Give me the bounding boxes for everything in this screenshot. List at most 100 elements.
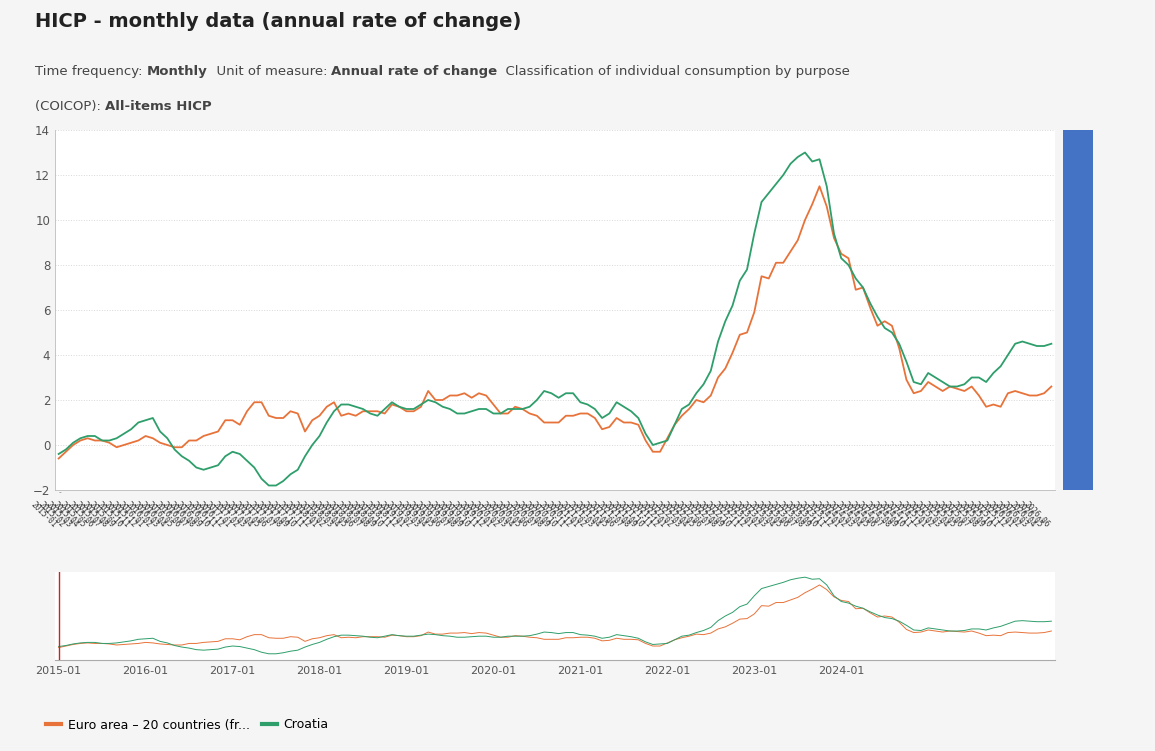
Text: 2018-02: 2018-02 — [298, 500, 327, 529]
Text: 2017-10: 2017-10 — [268, 500, 298, 529]
Text: 2023-10: 2023-10 — [790, 500, 820, 529]
Text: 2017-11: 2017-11 — [276, 500, 305, 529]
Text: 2020-04: 2020-04 — [486, 500, 515, 529]
Text: 2016-04: 2016-04 — [139, 500, 167, 529]
Text: 2024-06: 2024-06 — [848, 500, 878, 529]
Text: 2021-01: 2021-01 — [551, 500, 580, 529]
Text: Unit of measure:: Unit of measure: — [208, 65, 331, 78]
Text: 2016-01: 2016-01 — [117, 500, 146, 529]
Text: 2023-03: 2023-03 — [739, 500, 769, 529]
Text: 2017-12: 2017-12 — [283, 500, 312, 529]
Text: Time frequency:: Time frequency: — [35, 65, 147, 78]
Text: 2016-12: 2016-12 — [196, 500, 225, 529]
Text: 2022-07: 2022-07 — [681, 500, 710, 529]
Text: 2020-12: 2020-12 — [544, 500, 573, 529]
Text: 2022-12: 2022-12 — [717, 500, 747, 529]
Text: 2017-03: 2017-03 — [218, 500, 247, 529]
Text: 2022-11: 2022-11 — [710, 500, 740, 529]
Text: 2016-11: 2016-11 — [188, 500, 218, 529]
Text: 2019-12: 2019-12 — [457, 500, 486, 529]
Text: 2024-01: 2024-01 — [812, 500, 841, 529]
Text: 2020-08: 2020-08 — [515, 500, 544, 529]
Text: 2026-04: 2026-04 — [1007, 500, 1037, 529]
Text: 2023-11: 2023-11 — [797, 500, 827, 529]
Text: 2021-10: 2021-10 — [617, 500, 646, 529]
Text: 2025-08: 2025-08 — [949, 500, 979, 529]
Text: 2024-09: 2024-09 — [870, 500, 900, 529]
Text: 2022-08: 2022-08 — [688, 500, 718, 529]
Text: 2019-07: 2019-07 — [420, 500, 450, 529]
Text: 2025-02: 2025-02 — [907, 500, 936, 529]
Text: Monthly: Monthly — [147, 65, 208, 78]
Text: 2026-02: 2026-02 — [993, 500, 1022, 529]
Text: 2023-05: 2023-05 — [754, 500, 783, 529]
Text: 2022-02: 2022-02 — [646, 500, 675, 529]
Text: 2019-11: 2019-11 — [449, 500, 479, 529]
Text: 2016-05: 2016-05 — [146, 500, 174, 529]
Text: 2015-06: 2015-06 — [66, 500, 95, 529]
Text: 2021-08: 2021-08 — [602, 500, 631, 529]
Text: 2019-03: 2019-03 — [392, 500, 420, 529]
Text: 2022-04: 2022-04 — [660, 500, 690, 529]
Text: All-items HICP: All-items HICP — [105, 100, 211, 113]
Text: 2018-11: 2018-11 — [363, 500, 392, 529]
Text: Classification of individual consumption by purpose: Classification of individual consumption… — [498, 65, 850, 78]
Text: 2020-07: 2020-07 — [508, 500, 537, 529]
Text: 2017-05: 2017-05 — [232, 500, 261, 529]
Text: 2017-09: 2017-09 — [261, 500, 291, 529]
Text: 2021-07: 2021-07 — [595, 500, 624, 529]
Text: 2020-03: 2020-03 — [478, 500, 508, 529]
Text: 2022-06: 2022-06 — [675, 500, 703, 529]
Text: 2023-06: 2023-06 — [761, 500, 790, 529]
Text: 2025-03: 2025-03 — [914, 500, 942, 529]
Text: 2015-04: 2015-04 — [51, 500, 81, 529]
Text: 2024-07: 2024-07 — [856, 500, 885, 529]
Text: 2020-10: 2020-10 — [529, 500, 559, 529]
Text: 2022-09: 2022-09 — [696, 500, 725, 529]
Text: 2018-09: 2018-09 — [348, 500, 378, 529]
Text: 2019-04: 2019-04 — [398, 500, 429, 529]
Text: 2021-05: 2021-05 — [580, 500, 610, 529]
Text: 2026-06: 2026-06 — [1022, 500, 1051, 529]
Text: 2025-01: 2025-01 — [899, 500, 929, 529]
Text: 2019-10: 2019-10 — [442, 500, 471, 529]
Text: 2017-04: 2017-04 — [225, 500, 254, 529]
Text: 2023-01: 2023-01 — [725, 500, 754, 529]
Text: 2017-08: 2017-08 — [254, 500, 283, 529]
Text: 2018-05: 2018-05 — [319, 500, 349, 529]
Text: 2023-12: 2023-12 — [805, 500, 834, 529]
Text: 2018-07: 2018-07 — [334, 500, 363, 529]
Text: 2020-02: 2020-02 — [471, 500, 500, 529]
Text: 2017-07: 2017-07 — [247, 500, 276, 529]
Text: 2015-07: 2015-07 — [73, 500, 102, 529]
Text: 2018-10: 2018-10 — [356, 500, 385, 529]
Text: 2017-02: 2017-02 — [210, 500, 240, 529]
Text: 2024-02: 2024-02 — [819, 500, 849, 529]
Text: 2020-11: 2020-11 — [537, 500, 566, 529]
Text: 2024-08: 2024-08 — [863, 500, 892, 529]
Text: 2024-12: 2024-12 — [892, 500, 921, 529]
Text: 2024-10: 2024-10 — [877, 500, 907, 529]
Text: 2022-05: 2022-05 — [668, 500, 696, 529]
Text: 2022-10: 2022-10 — [703, 500, 732, 529]
Text: 2020-01: 2020-01 — [464, 500, 493, 529]
Text: 2025-04: 2025-04 — [921, 500, 949, 529]
Text: 2018-03: 2018-03 — [305, 500, 334, 529]
Text: 2025-05: 2025-05 — [927, 500, 957, 529]
Text: 2017-01: 2017-01 — [203, 500, 232, 529]
Text: 2025-06: 2025-06 — [936, 500, 964, 529]
Text: 2015-01: 2015-01 — [29, 500, 59, 529]
Text: 2019-02: 2019-02 — [385, 500, 413, 529]
Text: 2016-03: 2016-03 — [131, 500, 161, 529]
Text: 2021-11: 2021-11 — [624, 500, 653, 529]
Text: 2015-11: 2015-11 — [102, 500, 131, 529]
Text: 2016-08: 2016-08 — [167, 500, 196, 529]
Text: 2016-10: 2016-10 — [181, 500, 211, 529]
Text: 2025-07: 2025-07 — [942, 500, 971, 529]
Text: 2024-04: 2024-04 — [834, 500, 863, 529]
Text: 2018-06: 2018-06 — [327, 500, 356, 529]
Text: 2024-03: 2024-03 — [827, 500, 856, 529]
Text: 2020-05: 2020-05 — [493, 500, 522, 529]
Text: 2026-05: 2026-05 — [1015, 500, 1044, 529]
Text: 2015-08: 2015-08 — [80, 500, 110, 529]
